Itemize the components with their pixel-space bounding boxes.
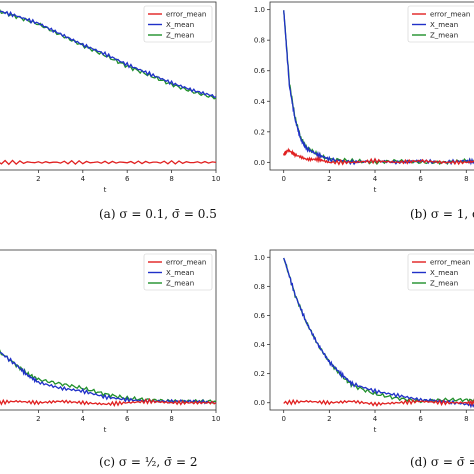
x-tick-label: 6	[125, 415, 130, 423]
series-group	[283, 10, 474, 166]
series-group	[0, 349, 216, 407]
legend-box	[407, 253, 474, 291]
x-axis-label: t	[104, 186, 107, 194]
series-line-X-mean	[0, 10, 216, 99]
x-tick-label: 2	[36, 415, 40, 423]
x-tick-label: 8	[169, 415, 173, 423]
series-line-error-mean	[0, 159, 216, 166]
x-tick-label: 6	[125, 175, 130, 183]
legend-label: X_mean	[166, 269, 194, 277]
y-tick-label: 0.0	[254, 399, 265, 407]
legend-label: error_mean	[166, 259, 206, 267]
x-tick-label: 4	[373, 415, 378, 423]
y-tick-label: 1.0	[254, 254, 265, 262]
y-tick-label: 0.2	[254, 128, 265, 136]
subfigure-caption: (d) σ = σ̄ = 1	[410, 455, 474, 469]
subfigure-caption: (b) σ = 1, σ̄ = 5	[410, 207, 474, 221]
legend-label: error_mean	[430, 259, 470, 267]
x-tick-label: 10	[212, 415, 221, 423]
plot-frame	[0, 249, 217, 411]
y-tick-label: 0.2	[254, 370, 265, 378]
legend: error_mean X_mean Z_mean	[407, 5, 474, 43]
x-tick-label: 2	[36, 175, 40, 183]
x-tick-label: 6	[418, 175, 423, 183]
legend-label: Z_mean	[166, 280, 194, 288]
legend: error_mean X_mean Z_mean	[143, 253, 213, 291]
x-tick-label: 2	[327, 415, 331, 423]
y-tick-label: 1.0	[254, 6, 265, 14]
x-tick-label: 0	[281, 175, 285, 183]
series-line-error-mean	[0, 397, 216, 407]
x-axis-label: t	[374, 426, 377, 434]
x-tick-label: 4	[81, 175, 86, 183]
series-line-error-mean	[283, 398, 474, 407]
x-tick-label: 4	[81, 415, 86, 423]
x-tick-label: 8	[464, 415, 468, 423]
x-tick-label: 6	[418, 415, 423, 423]
legend-box	[143, 253, 213, 291]
subfigure-caption: (a) σ = 0.1, σ̄ = 0.5	[99, 207, 217, 221]
legend-box	[407, 5, 474, 43]
legend-label: X_mean	[430, 21, 458, 29]
legend-label: error_mean	[430, 11, 470, 19]
chart-panel-4: 0 2 4 6 8 0.0 0.2 0.4 0.6 0.8 1.0 t error_mean X_mean…	[254, 249, 474, 469]
legend-label: Z_mean	[430, 32, 458, 40]
legend-label: error_mean	[166, 11, 206, 19]
series-group	[283, 257, 474, 409]
series-group	[0, 8, 216, 166]
legend-label: X_mean	[430, 269, 458, 277]
y-tick-label: 0.4	[254, 98, 266, 106]
chart-panel-1: 2 4 6 8 10 t error_mean X_mean Z_mean (a) σ = 0.1…	[0, 1, 221, 221]
x-axis-label: t	[374, 186, 377, 194]
legend: error_mean X_mean Z_mean	[143, 5, 213, 43]
y-tick-label: 0.6	[254, 67, 266, 75]
x-tick-label: 10	[212, 175, 221, 183]
x-tick-label: 0	[281, 415, 285, 423]
x-tick-label: 8	[464, 175, 468, 183]
y-tick-label: 0.0	[254, 159, 265, 167]
chart-panel-2: 0 2 4 6 8 0.0 0.2 0.4 0.6 0.8 1.0 t error_mean X_mean…	[254, 1, 474, 221]
legend-label: Z_mean	[430, 280, 458, 288]
legend: error_mean X_mean Z_mean	[407, 253, 474, 291]
series-line-error-mean	[283, 147, 474, 166]
legend-box	[143, 5, 213, 43]
legend-label: X_mean	[166, 21, 194, 29]
y-tick-label: 0.6	[254, 312, 266, 320]
x-tick-label: 8	[169, 175, 173, 183]
y-tick-label: 0.4	[254, 341, 266, 349]
plot-frame	[0, 1, 217, 171]
subfigure-caption: (c) σ = ½, σ̄ = 2	[99, 455, 198, 469]
x-axis-label: t	[104, 426, 107, 434]
y-tick-label: 0.8	[254, 37, 265, 45]
legend-label: Z_mean	[166, 32, 194, 40]
x-tick-label: 4	[373, 175, 378, 183]
series-line-Z-mean	[0, 349, 216, 404]
y-tick-label: 0.8	[254, 283, 265, 291]
x-tick-label: 2	[327, 175, 331, 183]
chart-panel-3: 2 4 6 8 10 t error_mean X_mean Z_mean (c) σ = ½, …	[0, 249, 221, 469]
